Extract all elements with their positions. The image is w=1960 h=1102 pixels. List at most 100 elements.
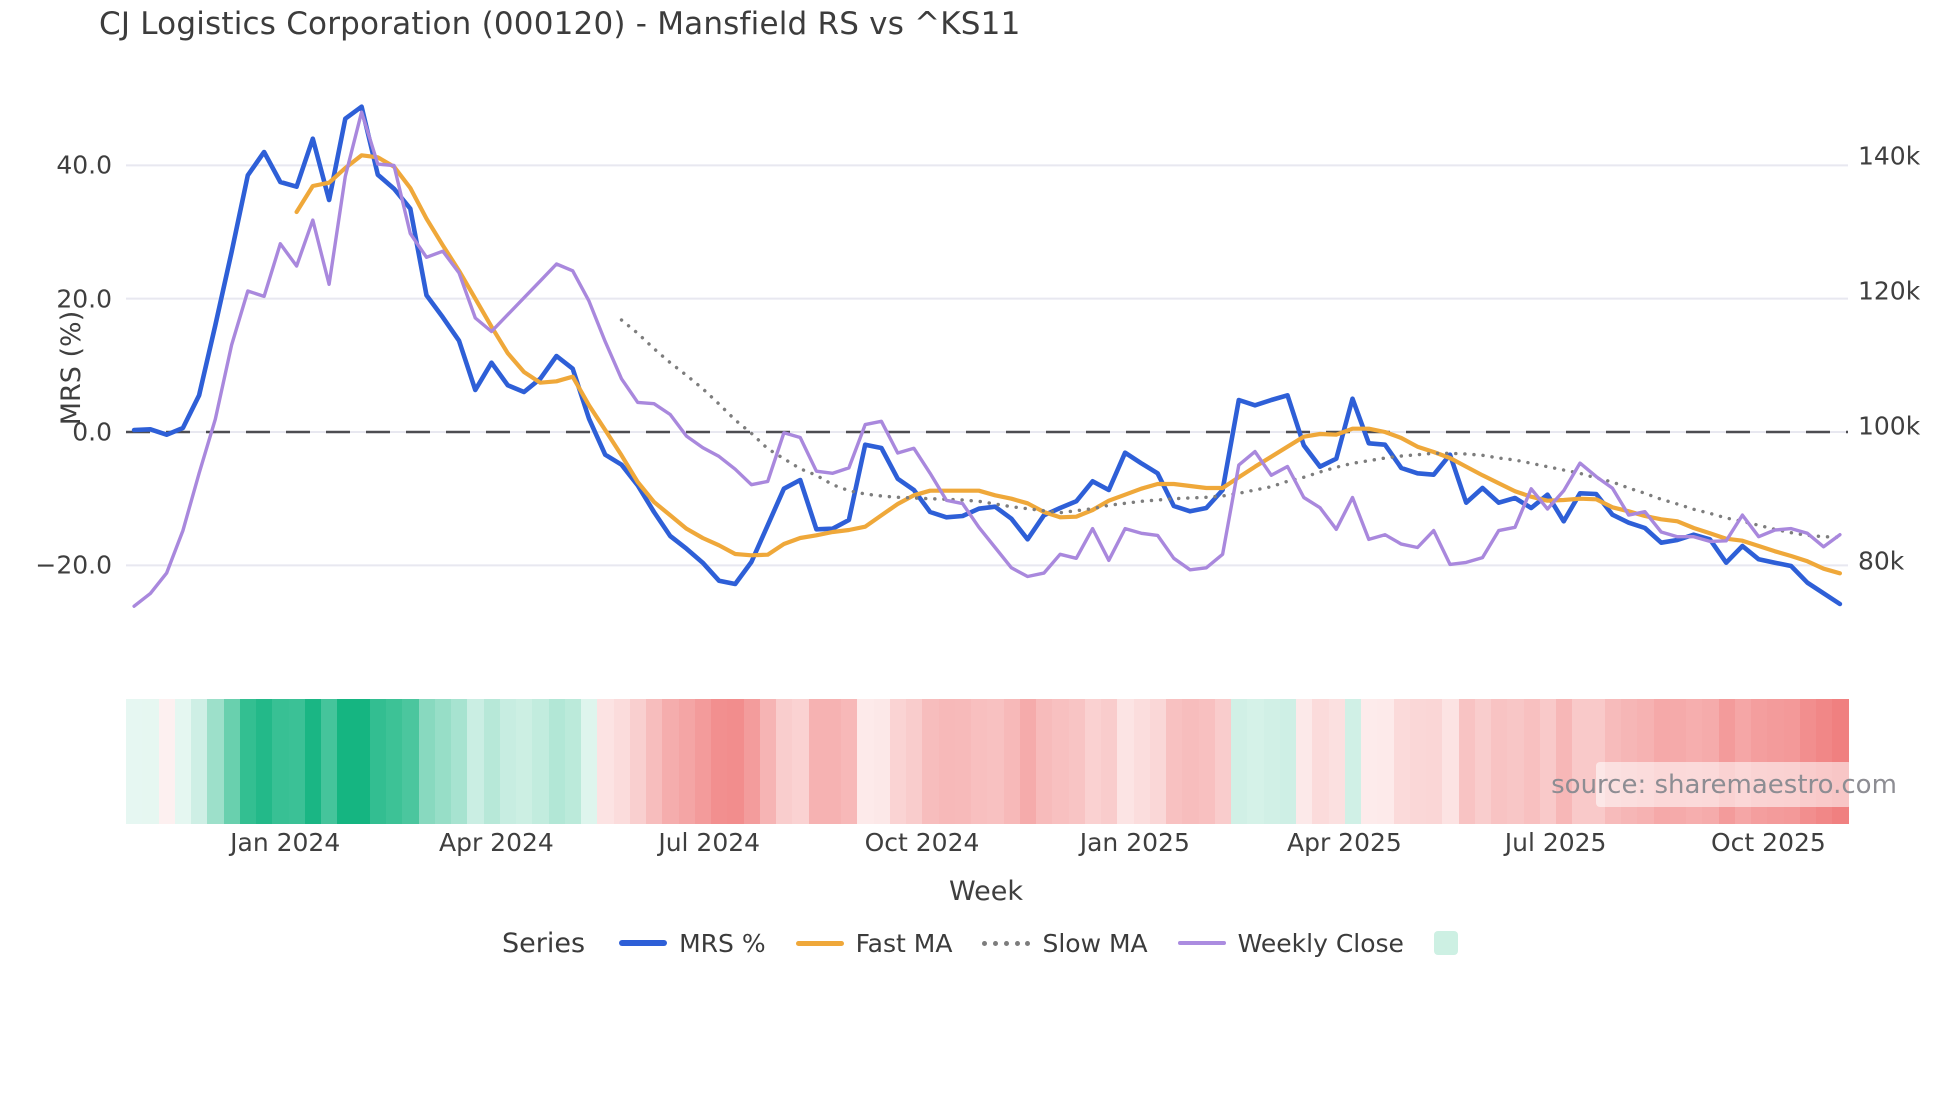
y-axis-left-title: MRS (%) xyxy=(55,310,87,426)
source-watermark: source: sharemaestro.com xyxy=(1551,762,1897,807)
x-axis-title: Week xyxy=(949,876,1023,907)
heatmap-week-cell xyxy=(1279,699,1296,824)
x-tick-label: Jan 2025 xyxy=(1079,828,1190,857)
heatmap-week-cell xyxy=(857,699,874,824)
heatmap-week-cell xyxy=(1117,699,1134,824)
heatmap-week-cell xyxy=(516,699,533,824)
heatmap-week-cell xyxy=(1556,699,1573,824)
heatmap-week-cell xyxy=(987,699,1004,824)
heatmap-week-cell xyxy=(1572,699,1589,824)
heatmap-week-cell xyxy=(711,699,728,824)
y-right-tick-label: 100k xyxy=(1858,411,1921,441)
legend: Series MRS % Fast MA Slow MA Weekly Clos… xyxy=(0,920,1960,966)
heatmap-week-cell xyxy=(1296,699,1313,824)
heatmap-week-cell xyxy=(727,699,744,824)
heatmap-week-cell xyxy=(759,699,776,824)
series-line-weekly-close xyxy=(132,110,1842,608)
heatmap-week-cell xyxy=(792,699,809,824)
y-left-tick-label: 20.0 xyxy=(56,284,112,314)
heatmap-week-cell xyxy=(954,699,971,824)
heatmap-week-cell xyxy=(1133,699,1150,824)
heatmap-week-cell xyxy=(1458,699,1475,824)
heatmap-week-cell xyxy=(272,699,289,824)
heatmap-week-cell xyxy=(922,699,939,824)
heatmap-week-cell xyxy=(256,699,273,824)
heatmap-week-cell xyxy=(662,699,679,824)
heatmap-week-cell xyxy=(1491,699,1508,824)
heatmap-week-cell xyxy=(824,699,841,824)
source-text: source: sharemaestro.com xyxy=(1551,769,1897,800)
heatmap-week-cell xyxy=(386,699,403,824)
heatmap-week-cell xyxy=(629,699,646,824)
x-tick-label: Jul 2024 xyxy=(658,828,761,857)
heatmap-week-cell xyxy=(1523,699,1540,824)
legend-item-weekly-close-label: Weekly Close xyxy=(1237,928,1404,958)
heatmap-week-cell xyxy=(1247,699,1264,824)
y-right-tick-label: 80k xyxy=(1858,546,1905,576)
heatmap-week-cell xyxy=(434,699,451,824)
heatmap-week-cell xyxy=(369,699,386,824)
heatmap-week-cell xyxy=(1149,699,1166,824)
heatmap-week-cell xyxy=(1003,699,1020,824)
series-line-mrs- xyxy=(131,104,1843,607)
heatmap-week-cell xyxy=(532,699,549,824)
x-tick-label: Apr 2025 xyxy=(1286,828,1402,857)
heatmap-week-cell xyxy=(1101,699,1118,824)
heatmap-week-cell xyxy=(1393,699,1410,824)
x-tick-label: Oct 2025 xyxy=(1710,828,1826,857)
heatmap-week-cell xyxy=(223,699,240,824)
weekly-close-line-sample-icon xyxy=(1177,941,1226,945)
y-right-tick-label: 120k xyxy=(1858,276,1921,306)
heatmap-week-cell xyxy=(971,699,988,824)
heatmap-week-cell xyxy=(938,699,955,824)
legend-item-slow-ma-label: Slow MA xyxy=(1042,928,1148,958)
x-tick-label: Jan 2024 xyxy=(230,828,341,857)
heatmap-week-cell xyxy=(548,699,565,824)
legend-item-slow-ma[interactable]: Slow MA xyxy=(982,928,1148,958)
heatmap-week-cell xyxy=(743,699,760,824)
heatmap-week-cell xyxy=(126,699,143,824)
mrs-heatmap-strip xyxy=(126,699,1849,824)
legend-item-weekly-close[interactable]: Weekly Close xyxy=(1177,928,1404,958)
y-right-tick-label: 140k xyxy=(1858,141,1921,171)
heatmap-week-cell xyxy=(1312,699,1329,824)
heatmap-week-cell xyxy=(239,699,256,824)
heatmap-week-cell xyxy=(1019,699,1036,824)
heatmap-week-cell xyxy=(646,699,663,824)
heatmap-week-cell xyxy=(1377,699,1394,824)
heatmap-week-cell xyxy=(321,699,338,824)
legend-item-fast-ma[interactable]: Fast MA xyxy=(795,928,953,958)
heatmap-week-cell xyxy=(906,699,923,824)
heatmap-week-cell xyxy=(353,699,370,824)
heatmap-week-cell xyxy=(581,699,598,824)
y-left-tick-label: −20.0 xyxy=(35,550,112,580)
heatmap-week-cell xyxy=(142,699,159,824)
heatmap-swatch-icon[interactable] xyxy=(1433,931,1458,955)
heatmap-week-cell xyxy=(499,699,516,824)
heatmap-week-cell xyxy=(1084,699,1101,824)
heatmap-week-cell xyxy=(1052,699,1069,824)
heatmap-week-cell xyxy=(1036,699,1053,824)
heatmap-week-cell xyxy=(808,699,825,824)
heatmap-week-cell xyxy=(1263,699,1280,824)
heatmap-week-cell xyxy=(337,699,354,824)
slow-ma-dotted-sample-icon xyxy=(982,940,1031,946)
heatmap-week-cell xyxy=(1474,699,1491,824)
heatmap-week-cell xyxy=(1409,699,1426,824)
heatmap-week-cell xyxy=(174,699,191,824)
legend-item-mrs[interactable]: MRS % xyxy=(619,929,766,958)
legend-item-fast-ma-label: Fast MA xyxy=(855,928,953,958)
heatmap-week-cell xyxy=(191,699,208,824)
heatmap-week-cell xyxy=(889,699,906,824)
heatmap-week-cell xyxy=(1166,699,1183,824)
heatmap-week-cell xyxy=(1214,699,1231,824)
heatmap-week-cell xyxy=(451,699,468,824)
heatmap-week-cell xyxy=(158,699,175,824)
heatmap-week-cell xyxy=(207,699,224,824)
heatmap-week-cell xyxy=(694,699,711,824)
x-tick-label: Oct 2024 xyxy=(864,828,980,857)
x-tick-label: Jul 2025 xyxy=(1504,828,1607,857)
fast-ma-line-sample-icon xyxy=(795,940,844,946)
heatmap-week-cell xyxy=(1231,699,1248,824)
